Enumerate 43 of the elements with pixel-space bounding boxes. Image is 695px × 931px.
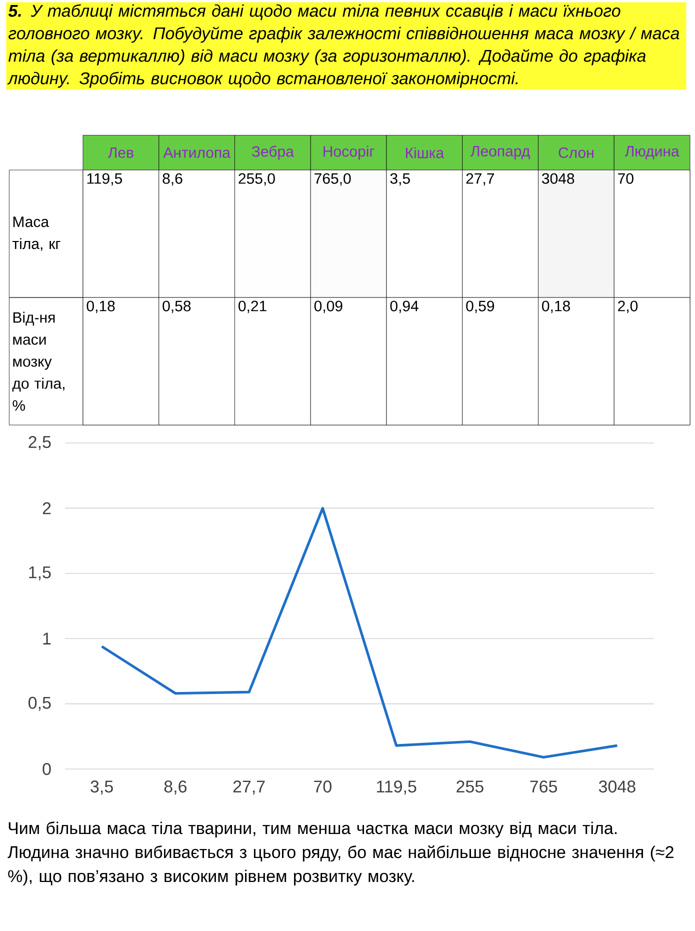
data-label: 119,5 [87,173,122,186]
data-label: 3048 [542,173,574,184]
x-tick-label: Зебра [252,146,294,160]
data-label: 0,18 [542,300,570,314]
x-tick-label: 119,5 [376,780,416,795]
x-tick-label: 3048 [598,780,636,793]
y-tick-label: 1 [43,632,51,644]
data-label: 0,21 [238,300,266,314]
x-tick-label: 765 [530,780,558,793]
x-tick-label: Антилопа [163,147,230,158]
line-series [100,506,618,759]
x-tick-label: 70 [314,780,332,793]
y-tick-label: 0 [42,762,51,776]
text: Чим більша маса тіла тварини, тим менша частка маси мозку від маси тіла. Людина значно вибивається з цього ряду, бо має найбільше відносне значення (≈2 %), що пов’язано з високим рівнем розвитку мозку. [8,822,674,886]
data-label: 0,94 [390,300,418,314]
x-tick-label: 3,5 [90,780,113,795]
y-tick-label: 1,5 [29,566,51,580]
y-tick-label: Від-ня маси мозку до тіла, % [12,312,64,411]
data-label: 3,5 [390,173,410,186]
y-tick-label: Маса тіла, кг [12,216,60,251]
x-tick-label: Лев [108,147,134,158]
x-tick-label: Слон [558,147,594,158]
data-label: 27,7 [466,173,494,186]
data-label: 765,0 [314,173,351,186]
y-tick-label: 2,5 [28,436,51,450]
y-tick-label: 2 [42,502,51,514]
x-tick-label: Леопард [470,146,530,160]
data-label: 8,6 [162,173,182,186]
data-label: 0,59 [466,300,494,314]
data-label: 70 [618,173,634,184]
chart-title: 5. У таблиці містяться дані щодо маси тіла певних ссавців і маси їхнього головного мозку. Побудуйте графік залежності співвідношення маса мозку / маса тіла (за вертикаллю) від маси мозку (за горизонталлю). Додайте до графіка людину. Зробіть висновок щодо встановленої закономірності. [7,4,680,88]
x-tick-label: 255 [456,780,484,793]
data-label: 2,0 [618,300,638,314]
x-tick-label: Носоріг [324,146,374,160]
data-label: 0,18 [86,300,115,314]
y-tick-label: 0,5 [28,696,51,711]
data-label: 0,58 [162,300,191,314]
data-label: 255,0 [238,173,275,186]
data-label: 0,09 [314,300,342,314]
x-tick-label: 8,6 [164,780,186,795]
x-tick-label: Людина [624,146,680,160]
x-tick-label: Кішка [406,147,444,158]
x-tick-label: 27,7 [233,780,265,795]
